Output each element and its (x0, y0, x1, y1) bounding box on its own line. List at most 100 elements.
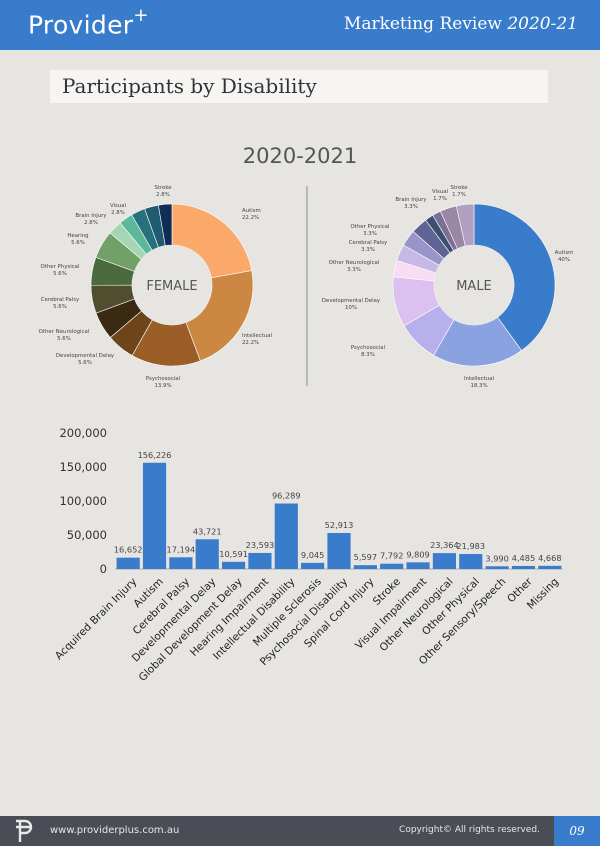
bar-autism (142, 462, 167, 569)
female-label-brain-injury: Brain Injury (75, 213, 107, 219)
y-tick-label: 200,000 (59, 426, 107, 440)
male-label-developmental-delay: Developmental Delay (322, 298, 381, 304)
bar-developmental-delay (195, 539, 219, 569)
y-tick-label: 0 (100, 562, 107, 576)
male-pct-developmental-delay: 10% (345, 305, 357, 311)
bar-value-cerebral-palsy: 17,194 (167, 544, 196, 554)
female-pct-intellectual: 22.2% (242, 340, 259, 346)
female-hole (132, 245, 212, 325)
bar-other-neurological (432, 553, 457, 569)
bar-value-other-sensory-speech: 3,990 (485, 553, 508, 563)
bar-acquired-brain-injury (116, 557, 140, 569)
bar-missing (538, 565, 562, 569)
bar-value-hearing-impairment: 23,593 (246, 540, 275, 550)
male-pct-intellectual: 18.3% (470, 383, 487, 389)
male-label-psychosocial: Psychosocial (351, 345, 385, 351)
bar-value-other: 4,485 (512, 553, 535, 563)
male-pct-other-neurological: 3.3% (347, 267, 361, 273)
bar-value-psychosocial-disability: 52,913 (325, 520, 354, 530)
logo-text: Provider (28, 10, 134, 40)
footer-copyright: Copyright© All rights reserved. (399, 825, 540, 835)
male-pct-cerebral-palsy: 3.3% (361, 247, 375, 253)
female-pct-developmental-delay: 5.6% (78, 360, 92, 366)
female-pct-visual: 2.8% (111, 210, 125, 216)
female-label-intellectual: Intellectual (242, 333, 272, 339)
y-tick-label: 100,000 (59, 494, 107, 508)
bar-value-missing: 4,668 (538, 553, 561, 563)
bar-value-stroke: 7,792 (380, 551, 403, 561)
bar-value-visual-impairment: 9,809 (406, 549, 429, 559)
female-pct-hearing: 5.6% (71, 240, 85, 246)
female-center-label: FEMALE (146, 279, 197, 294)
bar-hearing-impairment (248, 552, 272, 569)
female-label-visual: Visual (110, 203, 126, 209)
female-label-cerebral-palsy: Cerebral Palsy (41, 297, 80, 303)
male-label-other-physical: Other Physical (351, 224, 390, 230)
female-label-other-neurological: Other Neurological (39, 329, 90, 335)
female-label-autism: Autism (242, 208, 261, 214)
male-pct-stroke: 1.7% (452, 192, 466, 198)
review-year: 2020-21 (507, 14, 578, 34)
female-pct-cerebral-palsy: 5.6% (53, 304, 67, 310)
bar-value-acquired-brain-injury: 16,652 (114, 545, 143, 555)
header-bar: Provider+ Marketing Review 2020-21 (0, 0, 600, 50)
bar-multiple-sclerosis (301, 562, 325, 569)
bar-value-global-development-delay: 10,591 (219, 549, 248, 559)
male-pct-brain-injury: 3.3% (404, 204, 418, 210)
female-label-stroke: Stroke (154, 185, 172, 191)
female-pct-autism: 22.2% (242, 215, 259, 221)
female-label-developmental-delay: Developmental Delay (56, 353, 115, 359)
female-pct-other-neurological: 5.6% (57, 336, 71, 342)
bar-value-intellectual-disability: 96,289 (272, 491, 301, 501)
bar-spinal-cord-injury (353, 565, 377, 569)
review-text: Marketing Review (343, 14, 508, 34)
female-pct-psychosocial: 13.9% (154, 383, 171, 389)
page-number: 09 (554, 816, 600, 846)
footer-bar: www.providerplus.com.au Copyright© All r… (0, 816, 600, 846)
male-label-other-neurological: Other Neurological (329, 260, 380, 266)
bar-value-other-physical: 21,983 (456, 541, 485, 551)
provider-p-icon (16, 819, 33, 842)
bar-visual-impairment (406, 562, 430, 569)
y-tick-label: 50,000 (67, 528, 107, 542)
male-label-cerebral-palsy: Cerebral Palsy (349, 240, 388, 246)
male-label-brain-injury: Brain Injury (395, 197, 427, 203)
male-center-label: MALE (456, 279, 492, 294)
bar-cerebral-palsy (169, 557, 193, 569)
male-pct-visual: 1.7% (433, 196, 447, 202)
bar-other-sensory-speech (485, 566, 509, 569)
male-pct-other-physical: 3.3% (363, 231, 377, 237)
bar-intellectual-disability (274, 503, 298, 569)
female-label-psychosocial: Psychosocial (146, 376, 180, 382)
bar-value-multiple-sclerosis: 9,045 (301, 550, 324, 560)
male-pct-autism: 40% (558, 257, 570, 263)
footer-url[interactable]: www.providerplus.com.au (50, 825, 180, 836)
year-title: 2020-2021 (242, 144, 358, 168)
male-label-stroke: Stroke (450, 185, 468, 191)
bar-other (511, 565, 536, 569)
female-pct-stroke: 2.8% (156, 192, 170, 198)
logo-plus: + (133, 5, 149, 26)
female-label-other-physical: Other Physical (41, 264, 80, 270)
male-pct-psychosocial: 8.3% (361, 352, 375, 358)
female-pct-other-physical: 5.6% (53, 271, 67, 277)
bar-value-developmental-delay: 43,721 (193, 526, 222, 536)
female-label-hearing: Hearing (67, 233, 88, 239)
brand-logo[interactable]: Provider+ (28, 5, 149, 40)
section-title: Participants by Disability (50, 70, 548, 103)
bar-stroke (380, 563, 404, 569)
y-tick-label: 150,000 (59, 460, 107, 474)
bar-value-autism: 156,226 (138, 450, 172, 460)
bar-value-spinal-cord-injury: 5,597 (354, 552, 377, 562)
document-title: Marketing Review 2020-21 (344, 14, 578, 34)
female-pct-brain-injury: 2.8% (84, 220, 98, 226)
x-tick-label-acquired-brain-injury: Acquired Brain Injury (53, 576, 139, 662)
male-label-autism: Autism (555, 250, 574, 256)
male-slice-autism (473, 203, 556, 351)
male-label-intellectual: Intellectual (464, 376, 494, 382)
bar-other-physical (459, 554, 483, 569)
bar-psychosocial-disability (327, 533, 351, 569)
bar-value-other-neurological: 23,364 (430, 540, 459, 550)
bar-global-development-delay (221, 561, 246, 569)
